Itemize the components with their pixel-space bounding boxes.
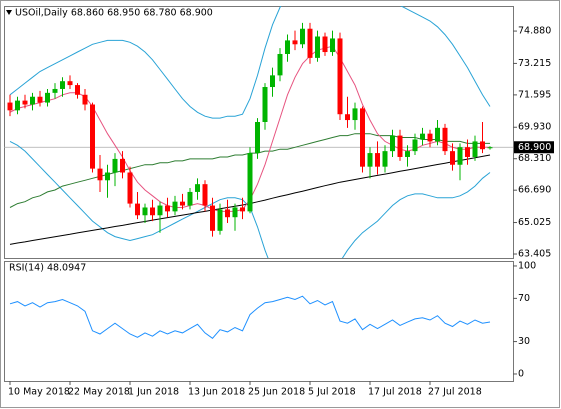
candle-body [367, 153, 373, 167]
candle-body [30, 96, 35, 105]
candle-body [135, 203, 140, 216]
candle-body [195, 184, 200, 192]
x-tick-label: 25 Jun 2018 [248, 387, 305, 398]
y-tick-label: 68.310 [518, 153, 551, 164]
x-tick-label: 17 Jul 2018 [368, 387, 422, 398]
candle-body [187, 191, 193, 206]
candle-body [270, 75, 275, 88]
candle-body [172, 201, 178, 212]
candle-body [15, 100, 20, 111]
x-tick-label: 27 Jul 2018 [428, 387, 482, 398]
chart-title: USOil,Daily 68.860 68.950 68.780 68.900 [15, 8, 213, 19]
candle-body [382, 151, 388, 167]
candle-body [82, 94, 88, 105]
y-tick-label: 71.595 [518, 89, 551, 100]
y-tick-label: 100 [518, 260, 536, 271]
candle-body [285, 40, 290, 54]
candle-body [127, 172, 133, 204]
y-tick-label: 63.405 [518, 249, 551, 260]
candle-body [37, 96, 43, 103]
candle-body [67, 81, 73, 86]
candle-body [345, 114, 350, 121]
x-tick-label: 10 May 2018 [8, 387, 70, 398]
candle-body [202, 184, 208, 206]
y-tick-label: 73.215 [518, 58, 551, 69]
candle-body [45, 92, 50, 103]
candle-body [487, 147, 493, 149]
candle-body [330, 38, 335, 53]
candle-body [180, 201, 185, 206]
candle-body [480, 141, 485, 150]
x-tick-label: 13 Jun 2018 [188, 387, 245, 398]
rsi-title: RSI(14) 48.0947 [9, 263, 86, 274]
candle-body [90, 104, 95, 169]
candle-body [75, 85, 80, 95]
rsi-plot [9, 295, 491, 339]
last-price-label: 68.900 [518, 142, 551, 153]
candle-body [300, 28, 305, 45]
candle-body [52, 88, 58, 93]
candle-body [307, 28, 313, 58]
candle-body [420, 133, 425, 140]
rsi-panel [4, 261, 514, 382]
candle-body [97, 168, 103, 181]
candle-body [457, 147, 463, 165]
rsi-line [9, 295, 491, 339]
candle-body [412, 139, 418, 152]
candle-body [210, 205, 215, 231]
candle-body [277, 53, 283, 76]
candle-body [7, 102, 13, 111]
candle-body [217, 209, 223, 231]
candle-body [105, 172, 110, 181]
candle-body [450, 151, 455, 165]
candle-body [120, 158, 125, 173]
candle-body [435, 127, 440, 142]
x-tick-label: 5 Jul 2018 [308, 387, 356, 398]
candle-body [352, 108, 358, 121]
indicator-line [9, 6, 491, 119]
candle-body [60, 81, 65, 89]
y-tick-label: 69.930 [518, 122, 551, 133]
candle-body [255, 121, 260, 154]
y-tick-label: 66.690 [518, 185, 551, 196]
x-tick-label: 1 Jun 2018 [128, 387, 179, 398]
axes: 74.880 73.215 71.595 69.930 68.310 66.690 65.0… [8, 26, 554, 398]
x-tick-label: 22 May 2018 [68, 387, 130, 398]
candle-body [322, 36, 328, 53]
candle-body [390, 135, 395, 152]
candle-body [472, 141, 478, 157]
y-tick-label: 65.025 [518, 217, 551, 228]
candle-body [225, 209, 230, 218]
y-tick-label: 30 [518, 336, 530, 347]
candle-body [165, 205, 170, 212]
candle-body [360, 108, 365, 167]
candle-body [150, 207, 155, 216]
candle-body [397, 135, 403, 157]
candle-body [157, 205, 163, 216]
candle-body [112, 158, 118, 173]
candle-body [247, 153, 253, 212]
candle-body [405, 151, 410, 157]
candle-body [262, 87, 268, 122]
candle-body [375, 153, 380, 167]
last-price-tag [514, 141, 554, 154]
main-panel [4, 6, 514, 259]
candle-body [232, 207, 238, 218]
y-tick-label: 70 [518, 293, 530, 304]
menu-arrow[interactable] [6, 10, 12, 15]
candle-body [22, 100, 28, 105]
candle-body [142, 207, 148, 216]
candle-body [337, 38, 343, 115]
candle-body [240, 207, 245, 212]
candle-body [465, 147, 470, 157]
candle-body [292, 40, 298, 45]
candle-body [427, 133, 433, 142]
price-plot [4, 6, 513, 258]
y-tick-label: 74.880 [518, 26, 551, 37]
candle-body [315, 36, 320, 58]
candle-body [442, 127, 448, 152]
y-tick-label: 0 [518, 368, 524, 379]
